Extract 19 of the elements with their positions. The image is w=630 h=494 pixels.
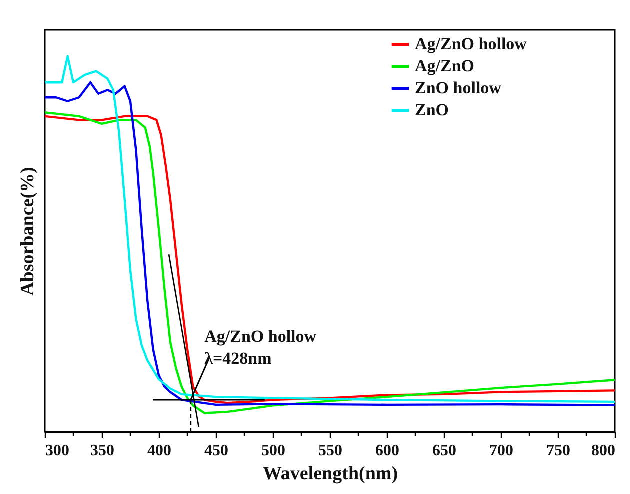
x-tick-label: 650 — [432, 442, 456, 460]
x-tick-label: 400 — [148, 442, 172, 460]
y-axis-title: Absorbance(%) — [18, 167, 38, 296]
x-tick-label: 450 — [204, 442, 228, 460]
x-tick-label: 350 — [90, 442, 114, 460]
x-tick-label: 500 — [262, 442, 286, 460]
x-tick-label: 700 — [490, 442, 514, 460]
legend-label: ZnO hollow — [415, 78, 502, 98]
annotation: Ag/ZnO hollow — [204, 327, 318, 346]
x-tick-label: 550 — [318, 442, 342, 460]
legend-label: Ag/ZnO — [415, 56, 475, 76]
x-tick-label: 600 — [376, 442, 400, 460]
annotation: λ=428nm — [204, 349, 272, 368]
x-tick-label: 300 — [46, 442, 70, 460]
x-tick-label: 800 — [592, 442, 616, 460]
x-tick-label: 750 — [546, 442, 570, 460]
legend-label: ZnO — [415, 100, 450, 120]
x-axis-title: Wavelength(nm) — [262, 464, 398, 484]
legend-label: Ag/ZnO hollow — [415, 34, 528, 54]
